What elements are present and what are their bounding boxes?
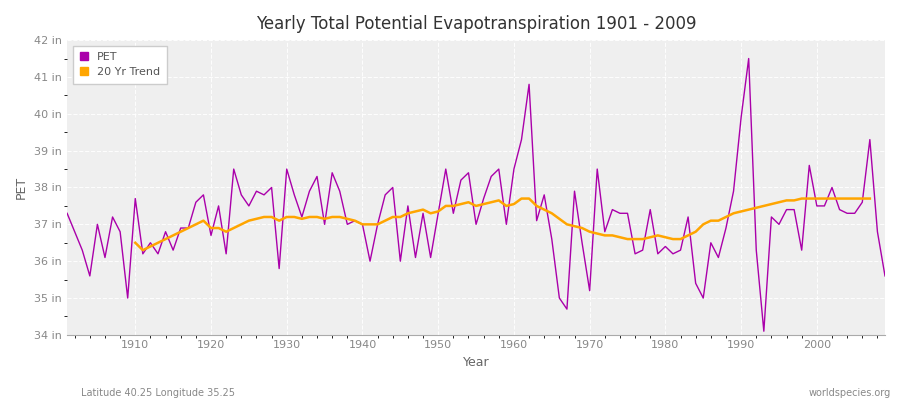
20 Yr Trend: [554, 216, 565, 221]
Legend: PET, 20 Yr Trend: PET, 20 Yr Trend: [73, 46, 166, 84]
20 Yr Trend: [130, 240, 140, 245]
PET: [122, 296, 133, 300]
PET: [501, 222, 512, 227]
PET: [508, 167, 519, 172]
Text: Latitude 40.25 Longitude 35.25: Latitude 40.25 Longitude 35.25: [81, 388, 235, 398]
PET: [334, 189, 345, 194]
PET: [599, 229, 610, 234]
Y-axis label: PET: PET: [15, 176, 28, 199]
20 Yr Trend: [486, 200, 497, 205]
Text: worldspecies.org: worldspecies.org: [809, 388, 891, 398]
20 Yr Trend: [607, 233, 617, 238]
PET: [743, 56, 754, 61]
20 Yr Trend: [516, 196, 526, 201]
Line: 20 Yr Trend: 20 Yr Trend: [135, 198, 870, 250]
20 Yr Trend: [865, 196, 876, 201]
20 Yr Trend: [183, 226, 194, 230]
20 Yr Trend: [198, 218, 209, 223]
PET: [62, 211, 73, 216]
20 Yr Trend: [138, 248, 148, 252]
20 Yr Trend: [706, 218, 716, 223]
PET: [759, 329, 769, 334]
Title: Yearly Total Potential Evapotranspiration 1901 - 2009: Yearly Total Potential Evapotranspiratio…: [256, 15, 697, 33]
Line: PET: PET: [68, 58, 885, 331]
PET: [879, 274, 890, 278]
PET: [289, 192, 300, 197]
X-axis label: Year: Year: [463, 356, 490, 369]
